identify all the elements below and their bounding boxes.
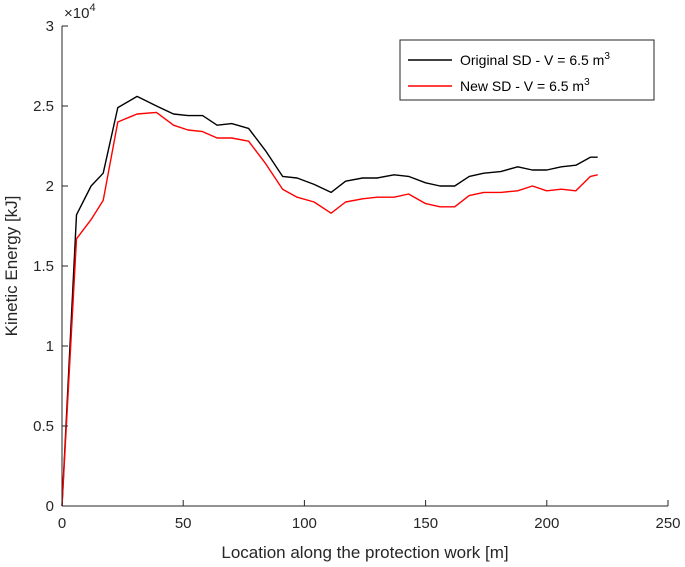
y-tick-label: 1.5 (33, 258, 54, 275)
y-tick-label: 0 (46, 498, 54, 515)
x-tick-label: 100 (292, 515, 317, 532)
x-tick-label: 50 (175, 515, 192, 532)
x-tick-label: 0 (58, 515, 66, 532)
x-axis-title: Location along the protection work [m] (221, 543, 508, 562)
series-line-original-sd (61, 95, 598, 507)
y-tick-label: 3 (46, 18, 54, 35)
y-axis-title: Kinetic Energy [kJ] (2, 196, 21, 337)
legend: Original SD - V = 6.5 m3 New SD - V = 6.5… (399, 39, 655, 101)
legend-label: New SD - V = 6.5 m3 (460, 77, 590, 94)
axes-layer (61, 25, 669, 507)
x-tick-label: 250 (655, 515, 680, 532)
labels-layer: 0 50 100 150 200 250 0 0.5 1 1.5 2 2.5 3 ×104 Location… (2, 2, 681, 562)
series-line-new-sd (61, 111, 598, 507)
series-layer (61, 95, 598, 507)
legend-box (399, 39, 655, 101)
y-tick-label: 2.5 (33, 98, 54, 115)
y-tick-label: 0.5 (33, 418, 54, 435)
plot-area (62, 26, 668, 506)
x-tick-label: 150 (413, 515, 438, 532)
legend-label: Original SD - V = 6.5 m3 (460, 51, 610, 68)
x-tick-label: 200 (534, 515, 559, 532)
y-axis-exponent: ×104 (64, 2, 96, 22)
y-tick-label: 2 (46, 178, 54, 195)
y-tick-label: 1 (46, 338, 54, 355)
